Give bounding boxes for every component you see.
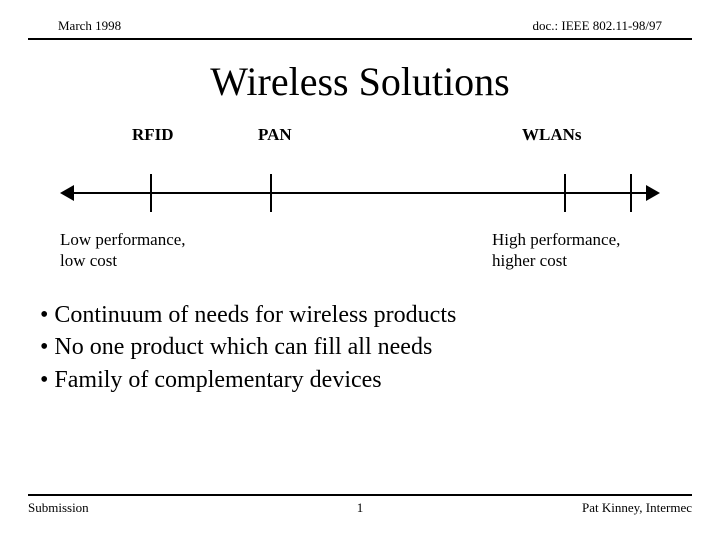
header-date: March 1998 bbox=[58, 18, 121, 34]
bullet-text: Family of complementary devices bbox=[54, 367, 381, 393]
slide-footer: Submission 1 Pat Kinney, Intermec bbox=[28, 494, 692, 516]
slide-header: March 1998 doc.: IEEE 802.11-98/97 bbox=[28, 0, 692, 40]
high-perf-line2: higher cost bbox=[492, 250, 620, 271]
label-rfid: RFID bbox=[132, 125, 174, 145]
tick-4 bbox=[630, 174, 632, 212]
tick-1 bbox=[150, 174, 152, 212]
spectrum-diagram: RFID PAN WLANs Low performance, low cost… bbox=[60, 119, 660, 279]
footer-left: Submission bbox=[28, 500, 89, 516]
arrow-right-icon bbox=[646, 185, 660, 201]
bullet-item: • No one product which can fill all need… bbox=[40, 331, 680, 363]
tick-3 bbox=[564, 174, 566, 212]
low-perf-line2: low cost bbox=[60, 250, 186, 271]
header-doc: doc.: IEEE 802.11-98/97 bbox=[533, 18, 663, 34]
label-wlans: WLANs bbox=[522, 125, 582, 145]
bullet-text: No one product which can fill all needs bbox=[54, 334, 432, 360]
low-perf-label: Low performance, low cost bbox=[60, 229, 186, 272]
bullet-text: Continuum of needs for wireless products bbox=[54, 302, 456, 328]
bullet-item: • Family of complementary devices bbox=[40, 364, 680, 396]
timeline-line bbox=[70, 192, 650, 194]
bullet-item: • Continuum of needs for wireless produc… bbox=[40, 299, 680, 331]
tick-2 bbox=[270, 174, 272, 212]
bullet-list: • Continuum of needs for wireless produc… bbox=[40, 299, 680, 396]
timeline bbox=[60, 174, 660, 214]
low-perf-line1: Low performance, bbox=[60, 229, 186, 250]
footer-right: Pat Kinney, Intermec bbox=[582, 500, 692, 516]
label-pan: PAN bbox=[258, 125, 292, 145]
footer-page: 1 bbox=[357, 500, 364, 516]
slide-title: Wireless Solutions bbox=[0, 58, 720, 105]
high-perf-label: High performance, higher cost bbox=[492, 229, 620, 272]
high-perf-line1: High performance, bbox=[492, 229, 620, 250]
